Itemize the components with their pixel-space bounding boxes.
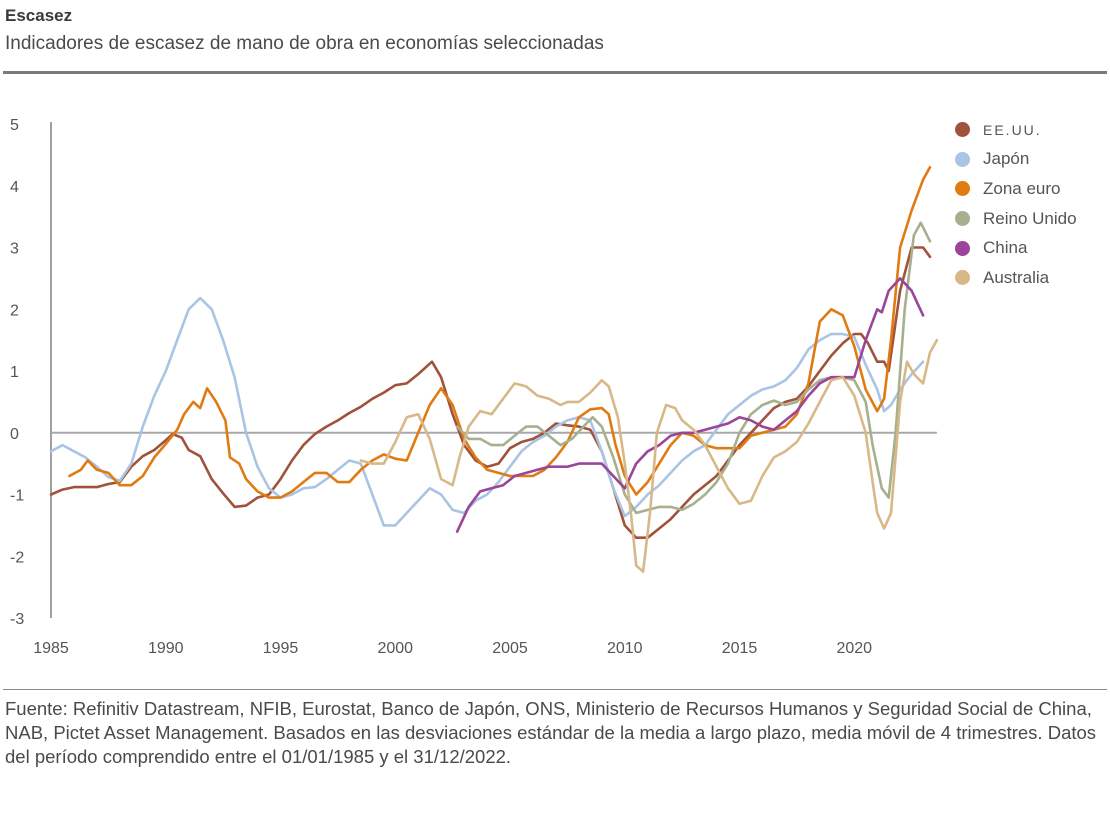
legend-dot-icon [955, 270, 970, 286]
legend-item-eeuu: EE.UU. [955, 115, 1077, 145]
legend-item-australia: Australia [955, 263, 1077, 293]
chart-subtitle: Indicadores de escasez de mano de obra e… [5, 33, 604, 54]
legend: EE.UU. Japón Zona euro Reino Unido China… [955, 115, 1077, 293]
footer-divider [3, 689, 1107, 690]
legend-label: China [983, 238, 1028, 258]
x-tick-label: 2015 [722, 640, 758, 657]
header-divider [3, 71, 1107, 74]
legend-item-reino-unido: Reino Unido [955, 204, 1077, 234]
legend-item-japon: Japón [955, 145, 1077, 175]
x-tick-label: 2020 [836, 640, 872, 657]
chart-title: Escasez [5, 6, 73, 25]
legend-dot-icon [955, 211, 970, 227]
y-axis-ticks: 5 4 3 2 1 0 -1 -2 -3 [10, 117, 24, 628]
legend-dot-icon [955, 240, 970, 256]
y-tick-label: 0 [10, 426, 19, 443]
y-tick-label: 3 [10, 241, 19, 258]
series-group [49, 165, 939, 573]
legend-label: EE.UU. [983, 121, 1042, 138]
legend-dot-icon [955, 181, 970, 197]
legend-label: Reino Unido [983, 208, 1077, 228]
legend-label: Australia [983, 267, 1050, 287]
x-tick-label: 1990 [148, 640, 184, 657]
x-tick-label: 2000 [377, 640, 413, 657]
line-chart: 5 4 3 2 1 0 -1 -2 -3 1985 1990 1995 2000 2005 2010 201… [10, 117, 939, 657]
legend-item-zona-euro: Zona euro [955, 174, 1077, 204]
y-tick-label: 4 [10, 179, 19, 196]
x-tick-label: 2005 [492, 640, 528, 657]
x-tick-label: 1995 [263, 640, 299, 657]
y-tick-label: -3 [10, 611, 24, 628]
y-tick-label: 2 [10, 302, 19, 319]
x-axis-ticks: 1985 1990 1995 2000 2005 2010 2015 2020 [33, 640, 872, 657]
legend-label: Zona euro [983, 178, 1061, 198]
series-line-zona-euro [68, 165, 932, 499]
legend-dot-icon [955, 122, 970, 138]
series-line-ee-uu [49, 246, 932, 539]
legend-item-china: China [955, 233, 1077, 263]
legend-dot-icon [955, 151, 970, 167]
y-tick-label: -1 [10, 488, 24, 505]
y-tick-label: 1 [10, 364, 19, 381]
series-line-reino-unido [455, 221, 932, 515]
source-footnote: Fuente: Refinitiv Datastream, NFIB, Euro… [5, 698, 1097, 767]
x-tick-label: 1985 [33, 640, 69, 657]
x-tick-label: 2010 [607, 640, 643, 657]
y-tick-label: -2 [10, 549, 24, 566]
y-tick-label: 5 [10, 117, 19, 134]
series-line-china [455, 277, 925, 533]
legend-label: Japón [983, 149, 1030, 169]
series-line-australia [359, 338, 939, 573]
